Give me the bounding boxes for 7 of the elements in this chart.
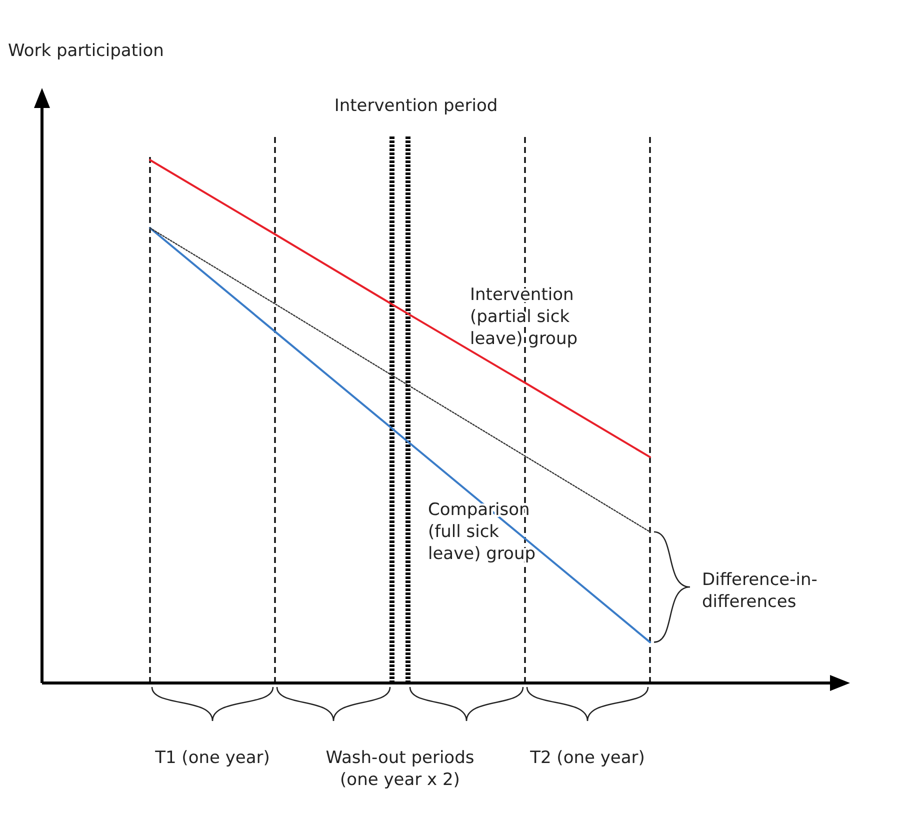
annotation: Difference-in-differences [702, 570, 818, 612]
chart-title: Intervention period [334, 96, 498, 116]
text: Work participation [8, 41, 164, 61]
text: T1 (one year) [154, 748, 270, 768]
series-label: Intervention (partial sick leave) group [470, 285, 578, 349]
text: Wash-out periods (one year x 2) [326, 748, 474, 790]
text: T2 (one year) [529, 748, 645, 768]
